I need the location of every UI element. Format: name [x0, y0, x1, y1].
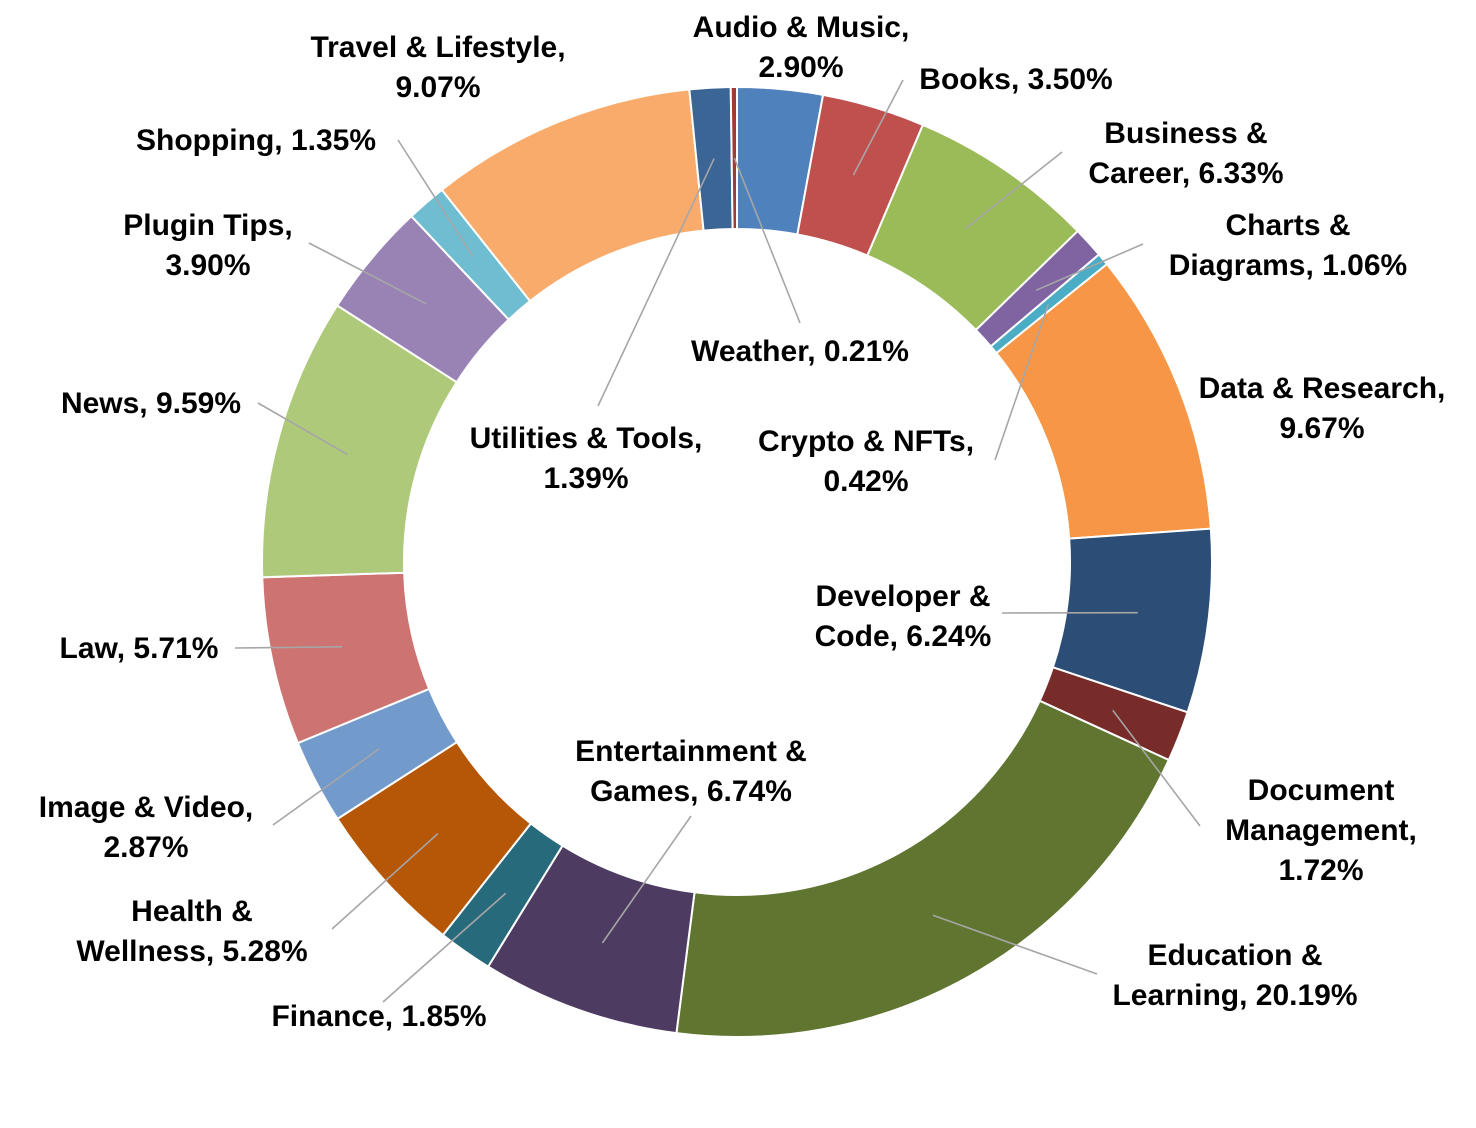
leader-line-business-and-career	[964, 151, 1063, 230]
leader-line-news	[257, 402, 348, 456]
data-label-weather: Weather, 0.21%	[691, 335, 909, 368]
leader-line-utilities-and-tools	[597, 158, 715, 407]
data-label-plugin-tips: Plugin Tips, 3.90%	[123, 209, 292, 282]
slice-weather	[729, 85, 738, 231]
data-labels: Audio & Music, 2.90% Books, 3.50% Business …	[39, 11, 1446, 1033]
leader-line-image-and-video	[272, 748, 380, 826]
data-label-books: Books, 3.50%	[919, 63, 1112, 96]
data-label-shopping: Shopping, 1.35%	[136, 124, 376, 157]
data-label-image-and-video: Image & Video, 2.87%	[39, 791, 254, 864]
leader-line-health-and-wellness	[331, 832, 439, 930]
leader-line-entertainment-and-games	[601, 815, 692, 944]
data-label-crypto-and-nfts: Crypto & NFTs, 0.42%	[758, 425, 974, 498]
leader-line-document-management	[1112, 709, 1201, 827]
data-label-document-management: Document Management, 1.72%	[1225, 774, 1417, 887]
leader-line-shopping	[397, 139, 474, 257]
leader-line-finance	[382, 892, 507, 1003]
leader-line-law	[234, 646, 343, 649]
leader-lines	[234, 79, 1201, 1003]
data-label-charts-and-diagrams: Charts & Diagrams, 1.06%	[1169, 209, 1407, 282]
data-label-finance: Finance, 1.85%	[271, 1000, 486, 1033]
leader-line-charts-and-diagrams	[1035, 243, 1144, 292]
data-label-data-and-research: Data & Research, 9.67%	[1199, 372, 1446, 445]
data-label-education-and-learning: Education & Learning, 20.19%	[1112, 939, 1357, 1012]
data-label-entertainment-and-games: Entertainment & Games, 6.74%	[575, 735, 807, 808]
data-label-travel-and-lifestyle: Travel & Lifestyle, 9.07%	[310, 31, 565, 104]
data-label-news: News, 9.59%	[61, 387, 241, 420]
donut-segments	[261, 85, 1213, 1038]
data-label-business-and-career: Business & Career, 6.33%	[1088, 117, 1283, 190]
leader-line-education-and-learning	[932, 914, 1098, 975]
data-label-developer-and-code: Developer & Code, 6.24%	[815, 580, 992, 653]
leader-line-plugin-tips	[308, 242, 427, 305]
leader-line-crypto-and-nfts	[994, 304, 1050, 461]
leader-line-books	[852, 79, 904, 176]
data-label-utilities-and-tools: Utilities & Tools, 1.39%	[470, 422, 703, 495]
data-label-audio-and-music: Audio & Music, 2.90%	[693, 11, 910, 84]
data-label-law: Law, 5.71%	[60, 632, 219, 665]
data-label-health-and-wellness: Health & Wellness, 5.28%	[76, 895, 307, 968]
slice-education-and-learning	[675, 699, 1171, 1038]
leader-line-weather	[733, 157, 801, 324]
